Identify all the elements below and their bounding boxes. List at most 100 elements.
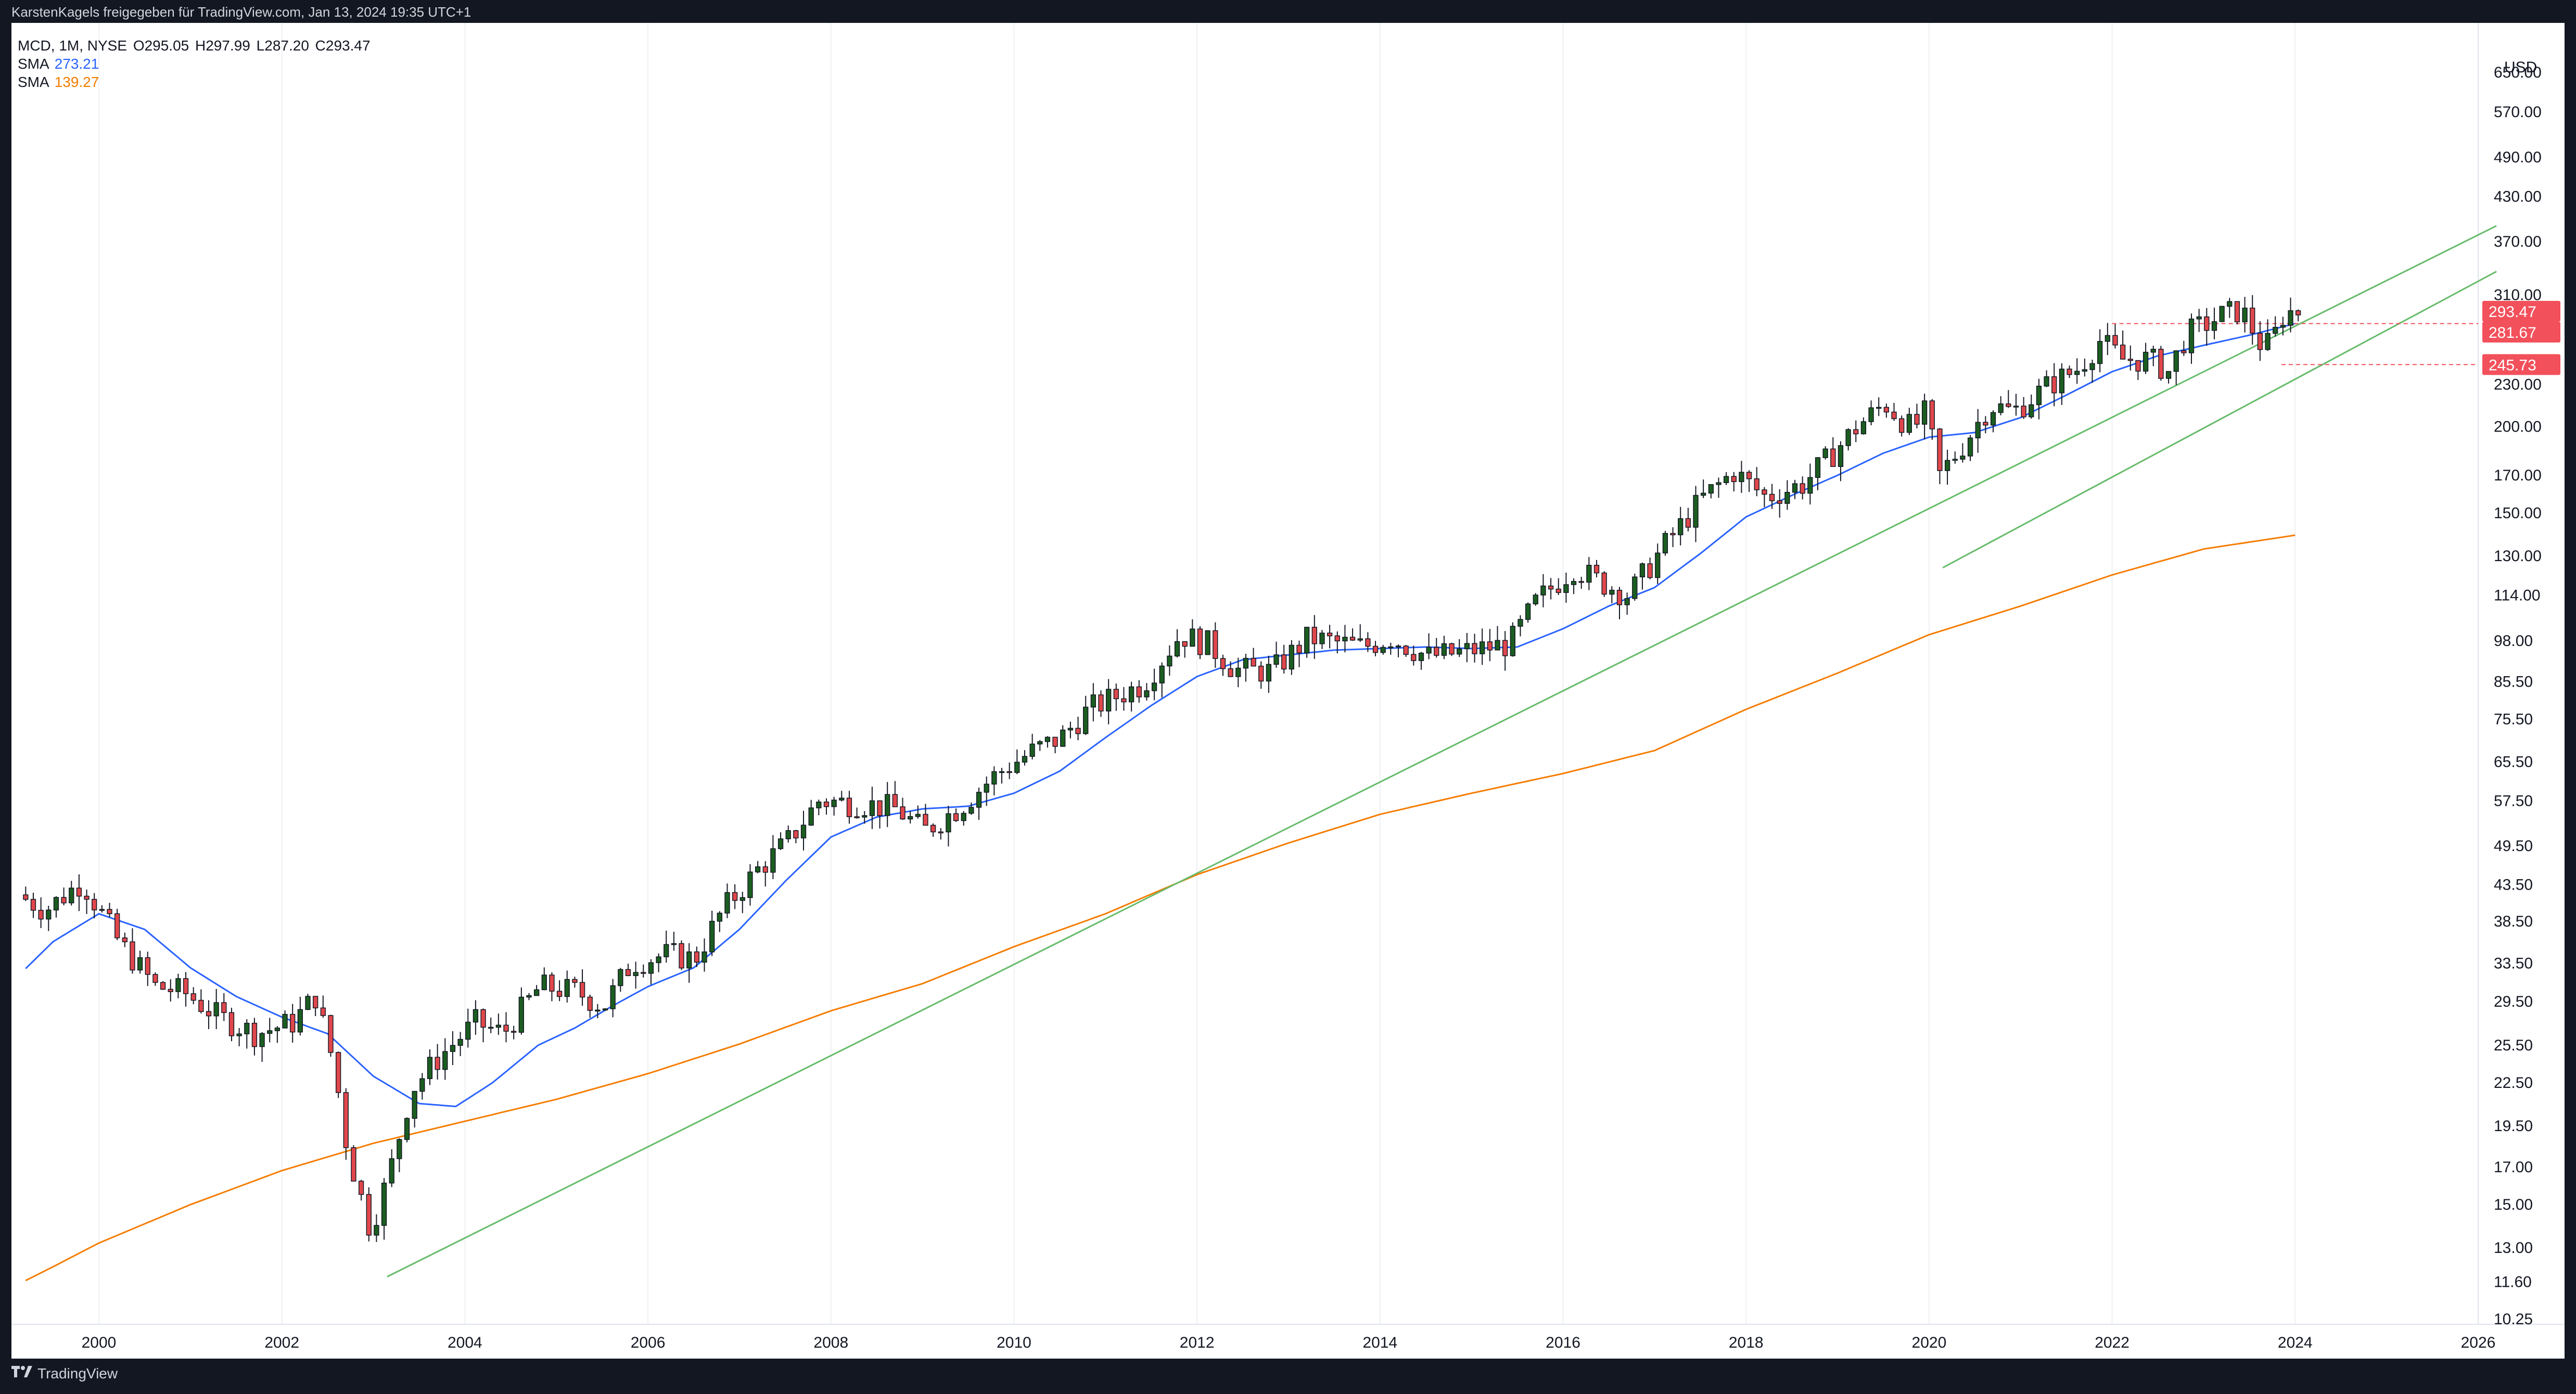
candle-body: [1762, 489, 1767, 495]
candle-body: [1304, 627, 1310, 654]
y-tick-label: 150.00: [2494, 504, 2542, 522]
candle-body: [999, 771, 1005, 774]
low-value: L287.20: [256, 37, 309, 54]
candle-body: [854, 816, 860, 818]
candle-body: [1937, 428, 1943, 471]
price-tag: [2482, 321, 2560, 343]
candle-body: [2150, 349, 2156, 353]
candle-body: [1998, 403, 2004, 413]
x-tick-label: 2000: [82, 1334, 117, 1351]
candle-body: [2089, 363, 2095, 370]
candle-body: [1975, 422, 1981, 439]
candle-body: [892, 794, 898, 807]
candle-body: [1472, 643, 1477, 654]
footer-bar: [0, 1359, 2576, 1394]
candle-body: [2074, 371, 2080, 375]
candle-body: [1228, 668, 1233, 677]
trendline: [387, 225, 2497, 1278]
candle-body: [618, 969, 623, 986]
candle-body: [30, 898, 36, 911]
candle-body: [1510, 626, 1515, 656]
candle-body: [1609, 590, 1615, 595]
candle-body: [1190, 628, 1195, 647]
chart-canvas[interactable]: 650.00 570.00 490.00 430.00 370.00 310.00 230.…: [11, 23, 2565, 1359]
candle-body: [1403, 645, 1409, 655]
candle-body: [1921, 400, 1928, 425]
candle-body: [1281, 654, 1287, 670]
x-tick-label: 2012: [1180, 1334, 1215, 1351]
candle-body: [488, 1027, 494, 1029]
candle-body: [1990, 412, 1996, 426]
candle-body: [1952, 459, 1958, 461]
candle-body: [1213, 630, 1218, 659]
candle-body: [641, 972, 646, 974]
sma-fast-row[interactable]: SMA 273.21: [18, 55, 373, 73]
candle-body: [374, 1225, 379, 1236]
sma-slow-row[interactable]: SMA 139.27: [18, 73, 373, 91]
candle-body: [1822, 448, 1828, 458]
candle-body: [1853, 429, 1859, 435]
candle-body: [114, 913, 120, 939]
candle-body: [625, 969, 631, 977]
candle-body: [190, 993, 196, 1001]
candle-body: [1060, 729, 1066, 747]
candle-body: [46, 909, 52, 920]
candle-body: [1106, 689, 1112, 712]
chart-frame[interactable]: 650.00 570.00 490.00 430.00 370.00 310.00 230.…: [11, 23, 2565, 1359]
y-tick-label: 13.00: [2494, 1239, 2533, 1257]
candle-body: [236, 1033, 242, 1036]
candle-body: [1792, 483, 1798, 493]
candle-body: [1739, 472, 1744, 483]
candle-body: [381, 1182, 387, 1226]
candle-body: [1655, 552, 1661, 578]
candle-body: [1006, 771, 1012, 774]
candle-body: [579, 982, 585, 998]
candle-body: [1860, 421, 1867, 435]
top-bar: KarstenKagels freigegeben für TradingVie…: [0, 0, 2576, 23]
candle-body: [2227, 301, 2233, 307]
candle-body: [984, 783, 989, 793]
candle-body: [961, 813, 966, 821]
price-tag-label: 293.47: [2489, 303, 2536, 321]
candle-body: [1289, 644, 1295, 670]
candle-body: [2082, 369, 2088, 372]
candle-body: [1441, 643, 1447, 656]
y-tick-label: 85.50: [2494, 674, 2533, 691]
candle-body: [1258, 665, 1264, 682]
candle-body: [1418, 652, 1424, 661]
candle-body: [267, 1030, 273, 1034]
attribution-text: KarstenKagels freigegeben für TradingVie…: [11, 4, 471, 20]
candle-body: [1769, 493, 1775, 501]
candle-body: [1716, 482, 1721, 485]
candle-body: [1434, 647, 1439, 656]
candle-body: [930, 825, 936, 832]
candle-body: [397, 1139, 402, 1159]
candle-body: [76, 888, 82, 897]
candle-body: [1601, 572, 1607, 595]
candle-body: [1540, 585, 1546, 595]
candle-body: [1167, 655, 1172, 667]
candle-body: [1578, 581, 1584, 583]
candle-body: [1319, 632, 1325, 644]
x-tick-label: 2022: [2095, 1334, 2129, 1351]
x-tick-label: 2026: [2461, 1334, 2496, 1351]
candle-body: [1342, 637, 1348, 642]
candle-body: [427, 1057, 433, 1079]
brand[interactable]: TradingView: [11, 1365, 118, 1383]
candle-body: [419, 1078, 425, 1092]
y-tick-label: 650.00: [2494, 64, 2542, 81]
candle-body: [793, 830, 799, 839]
candle-body: [747, 871, 753, 898]
candle-body: [732, 892, 738, 901]
candle-body: [2112, 335, 2118, 346]
candle-body: [1113, 689, 1119, 700]
candle-body: [69, 888, 74, 904]
symbol-label[interactable]: MCD, 1M, NYSE: [18, 37, 127, 54]
candle-body: [1128, 686, 1134, 703]
candle-body: [953, 813, 959, 821]
candle-body: [457, 1038, 463, 1046]
candle-body: [1883, 407, 1890, 413]
high-value: H297.99: [195, 37, 250, 54]
candle-body: [915, 814, 921, 817]
candle-body: [1372, 645, 1379, 653]
